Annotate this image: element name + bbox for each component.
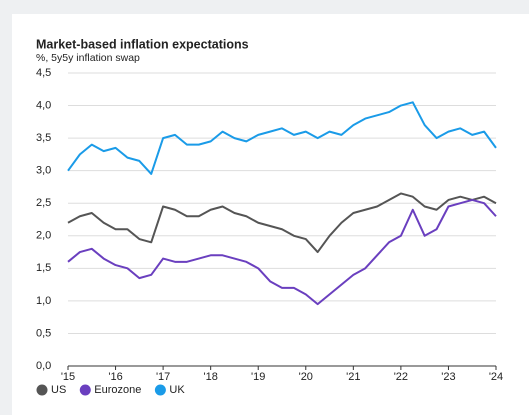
y-tick-label: 0,5 [36, 327, 51, 339]
legend-marker [154, 384, 166, 396]
y-tick-label: 3,5 [36, 132, 51, 144]
x-tick-label: '15 [61, 371, 75, 383]
y-tick-label: 2,0 [36, 230, 51, 242]
legend-label: US [51, 384, 66, 396]
chart-subtitle: %, 5y5y inflation swap [36, 52, 140, 64]
line [67, 198, 497, 306]
legend-label: Eurozone [94, 384, 141, 396]
chart-title: Market-based inflation expectations [36, 37, 249, 51]
x-tick-label: '18 [203, 371, 217, 383]
x-tick-label: '20 [299, 371, 313, 383]
x-tick-label: '19 [251, 371, 265, 383]
legend-marker [36, 384, 48, 396]
x-tick-label: '22 [394, 371, 408, 383]
y-tick-label: 1,5 [36, 262, 51, 274]
line [67, 101, 497, 175]
line [67, 192, 497, 254]
y-tick-label: 0,0 [36, 360, 51, 372]
panel [12, 14, 529, 415]
y-tick-label: 1,0 [36, 295, 51, 307]
x-tick-label: '16 [108, 371, 122, 383]
legend-marker [79, 384, 91, 396]
y-tick-label: 3,0 [36, 165, 51, 177]
x-tick-label: '23 [441, 371, 455, 383]
y-tick-label: 4,0 [36, 99, 51, 111]
y-tick-label: 2,5 [36, 197, 51, 209]
legend-label: UK [169, 384, 185, 396]
x-tick-label: '24 [489, 371, 503, 383]
x-tick-label: '21 [346, 371, 360, 383]
y-tick-label: 4,5 [36, 67, 51, 79]
x-tick-label: '17 [156, 371, 170, 383]
